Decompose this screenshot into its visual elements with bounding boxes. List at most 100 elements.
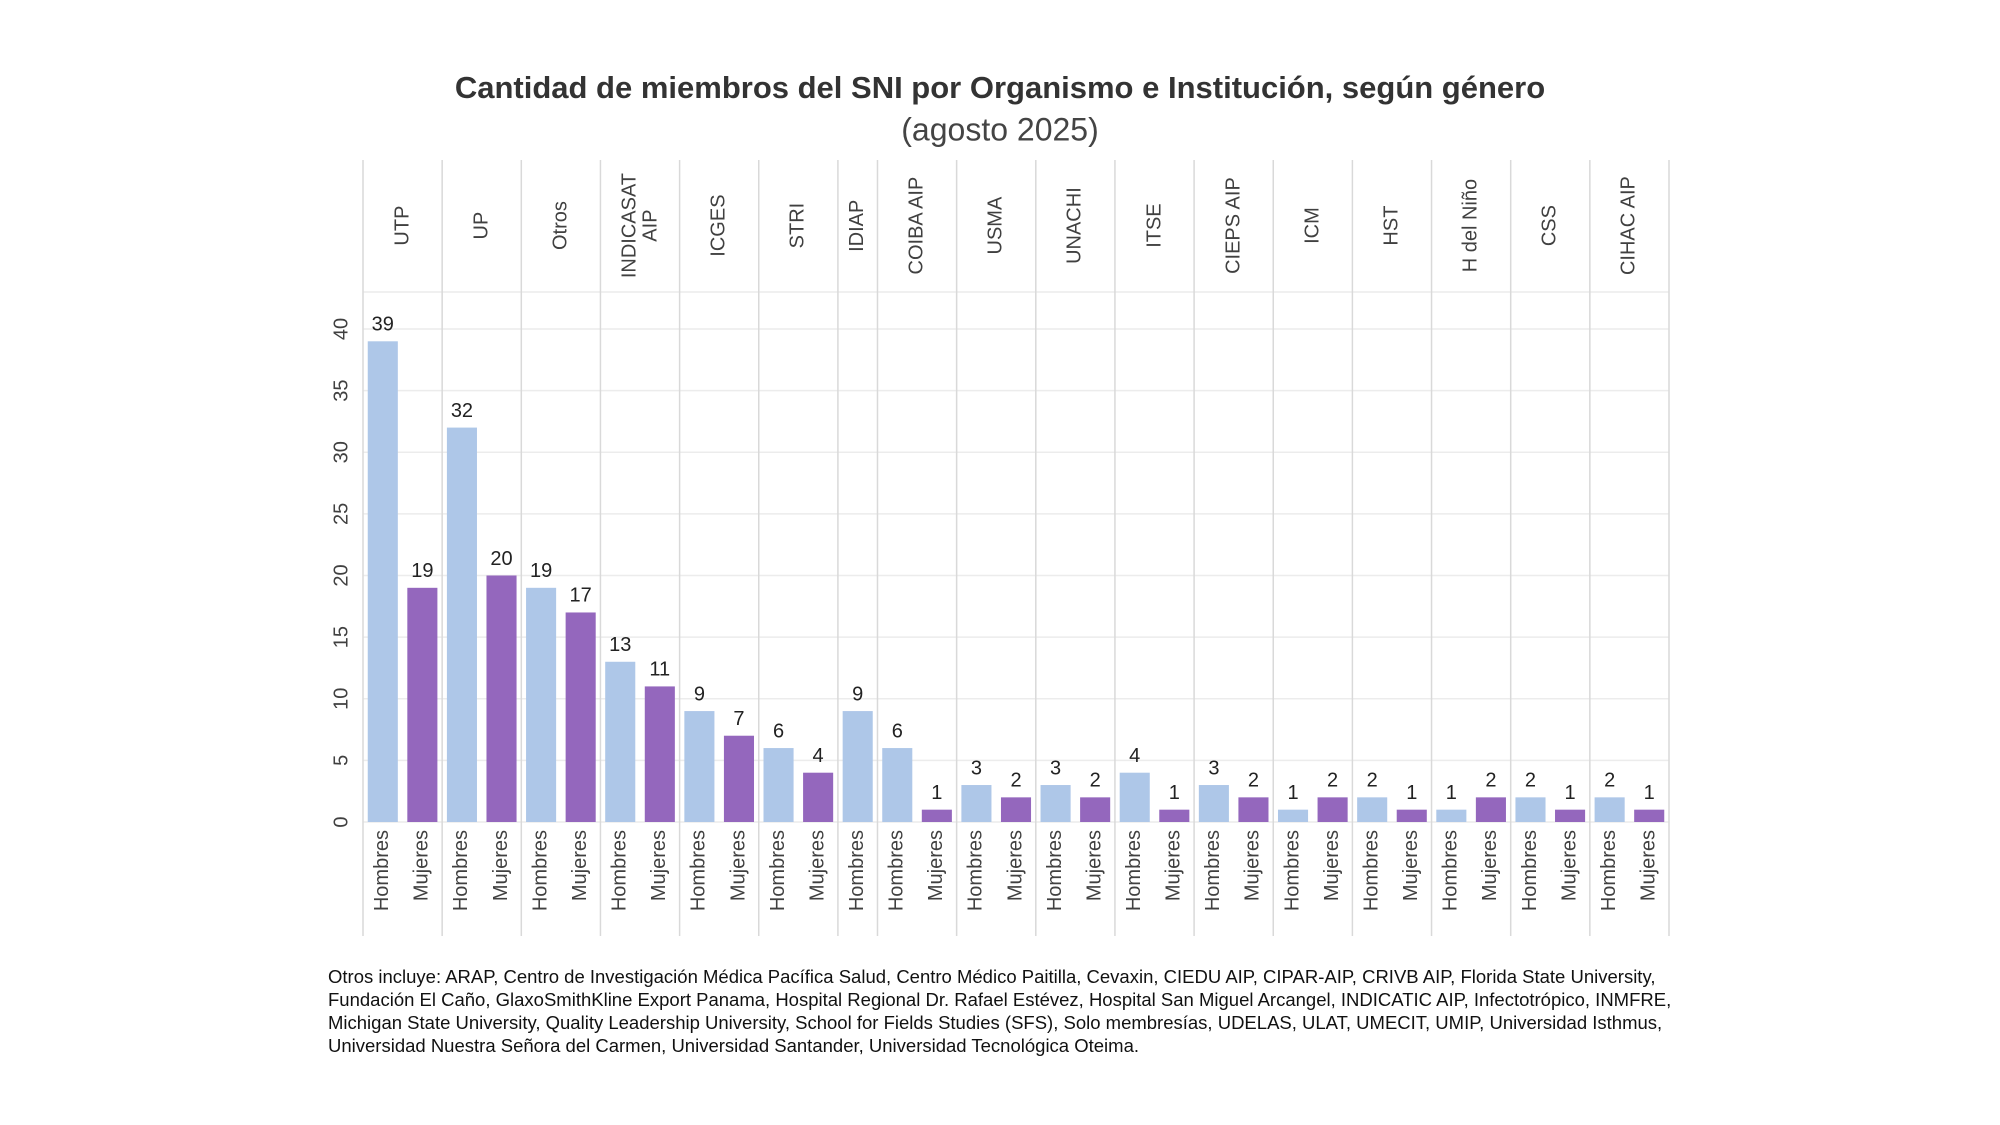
footnote: Otros incluye: ARAP, Centro de Investiga…	[328, 966, 1672, 1056]
value-label: 3	[1208, 757, 1219, 779]
group-label: H del Niño	[1459, 179, 1482, 273]
bar	[605, 661, 636, 822]
bar	[1396, 809, 1427, 822]
group-label: CSS	[1538, 205, 1561, 247]
group-label: CIEPS AIP	[1222, 177, 1245, 275]
value-label: 2	[1525, 770, 1536, 792]
bar	[407, 587, 438, 822]
group-label: ITSE	[1142, 203, 1165, 249]
bar	[1080, 797, 1111, 822]
x-tick-label: Hombres	[1123, 830, 1145, 911]
x-tick-label: Hombres	[965, 830, 987, 911]
value-label: 2	[1604, 770, 1615, 792]
value-label: 4	[813, 745, 824, 767]
bar	[1357, 797, 1388, 822]
x-tick-label: Mujeres	[925, 830, 947, 901]
x-tick-label: Hombres	[371, 830, 393, 911]
y-tick-label: 30	[330, 441, 352, 463]
x-tick-label: Mujeres	[806, 830, 828, 901]
x-tick-label: Mujeres	[569, 830, 591, 901]
value-label: 2	[1367, 770, 1378, 792]
bar	[1000, 797, 1032, 822]
y-tick-label: 5	[330, 755, 352, 766]
chart-title: Cantidad de miembros del SNI por Organis…	[455, 70, 1545, 105]
x-tick-label: Mujeres	[1558, 830, 1580, 901]
x-tick-label: Hombres	[767, 830, 789, 911]
bar	[723, 735, 755, 822]
bar	[644, 686, 675, 822]
y-tick-label: 35	[330, 379, 352, 401]
x-tick-label: Mujeres	[1004, 830, 1026, 901]
value-label: 2	[1248, 770, 1259, 792]
group-label: ICGES	[707, 194, 730, 258]
value-label: 19	[411, 560, 433, 582]
group-label: COIBA AIP	[905, 177, 928, 275]
bar	[1159, 809, 1190, 822]
value-label: 13	[609, 634, 631, 656]
group-label: USMA	[984, 197, 1007, 255]
y-tick-label: 25	[330, 503, 352, 525]
x-tick-label: Mujeres	[411, 830, 433, 901]
bar	[803, 772, 834, 822]
bar	[1040, 785, 1071, 822]
group-label: UTP	[391, 205, 414, 246]
x-tick-label: Mujeres	[727, 830, 749, 901]
group-label: UP	[470, 212, 493, 240]
bar	[842, 711, 873, 822]
value-label: 17	[570, 585, 592, 607]
x-tick-label: Mujeres	[1083, 830, 1105, 901]
x-tick-label: Hombres	[1360, 830, 1382, 911]
y-tick-label: 40	[330, 318, 352, 340]
value-label: 1	[1564, 782, 1575, 804]
group-label: STRI	[786, 203, 809, 249]
value-label: 20	[490, 548, 512, 570]
bar	[882, 748, 913, 822]
x-tick-label: Hombres	[1598, 830, 1620, 911]
group-label: HST	[1380, 205, 1403, 246]
bar	[684, 711, 715, 822]
bar	[961, 785, 992, 822]
y-tick-label: 20	[330, 564, 352, 586]
y-tick-label: 15	[330, 626, 352, 648]
x-tick-label: Hombres	[609, 830, 631, 911]
x-tick-label: Hombres	[1202, 830, 1224, 911]
value-label: 1	[1169, 782, 1180, 804]
x-tick-label: Hombres	[450, 830, 472, 911]
y-tick-label: 10	[330, 688, 352, 710]
value-label: 3	[971, 757, 982, 779]
x-tick-label: Hombres	[886, 830, 908, 911]
x-tick-label: Mujeres	[1637, 830, 1659, 901]
value-label: 6	[773, 720, 784, 742]
group-label: Otros	[549, 201, 572, 251]
x-tick-label: Hombres	[1519, 830, 1541, 911]
group-label: UNACHI	[1063, 187, 1086, 265]
value-label: 2	[1485, 770, 1496, 792]
bar	[486, 575, 517, 822]
bar	[565, 612, 596, 822]
group-label: CIHAC AIP	[1617, 176, 1640, 276]
x-tick-label: Mujeres	[648, 830, 670, 901]
bar	[1238, 797, 1269, 822]
bar	[1515, 797, 1546, 822]
chart-subtitle: (agosto 2025)	[901, 111, 1098, 147]
value-label: 2	[1327, 770, 1338, 792]
value-label: 2	[1090, 770, 1101, 792]
value-label: 2	[1010, 770, 1021, 792]
x-tick-label: Hombres	[688, 830, 710, 911]
bar	[763, 748, 794, 822]
x-tick-label: Mujeres	[1163, 830, 1185, 901]
bar	[1634, 809, 1665, 822]
bar	[1436, 809, 1467, 822]
group-label: ICM	[1301, 207, 1324, 245]
value-label: 6	[892, 720, 903, 742]
value-label: 39	[372, 314, 394, 336]
value-label: 3	[1050, 757, 1061, 779]
group-label: IDIAP	[846, 199, 869, 253]
value-label: 32	[451, 400, 473, 422]
x-tick-label: Hombres	[529, 830, 551, 911]
value-label: 11	[649, 659, 670, 681]
value-label: 1	[931, 782, 942, 804]
x-tick-label: Hombres	[1044, 830, 1066, 911]
